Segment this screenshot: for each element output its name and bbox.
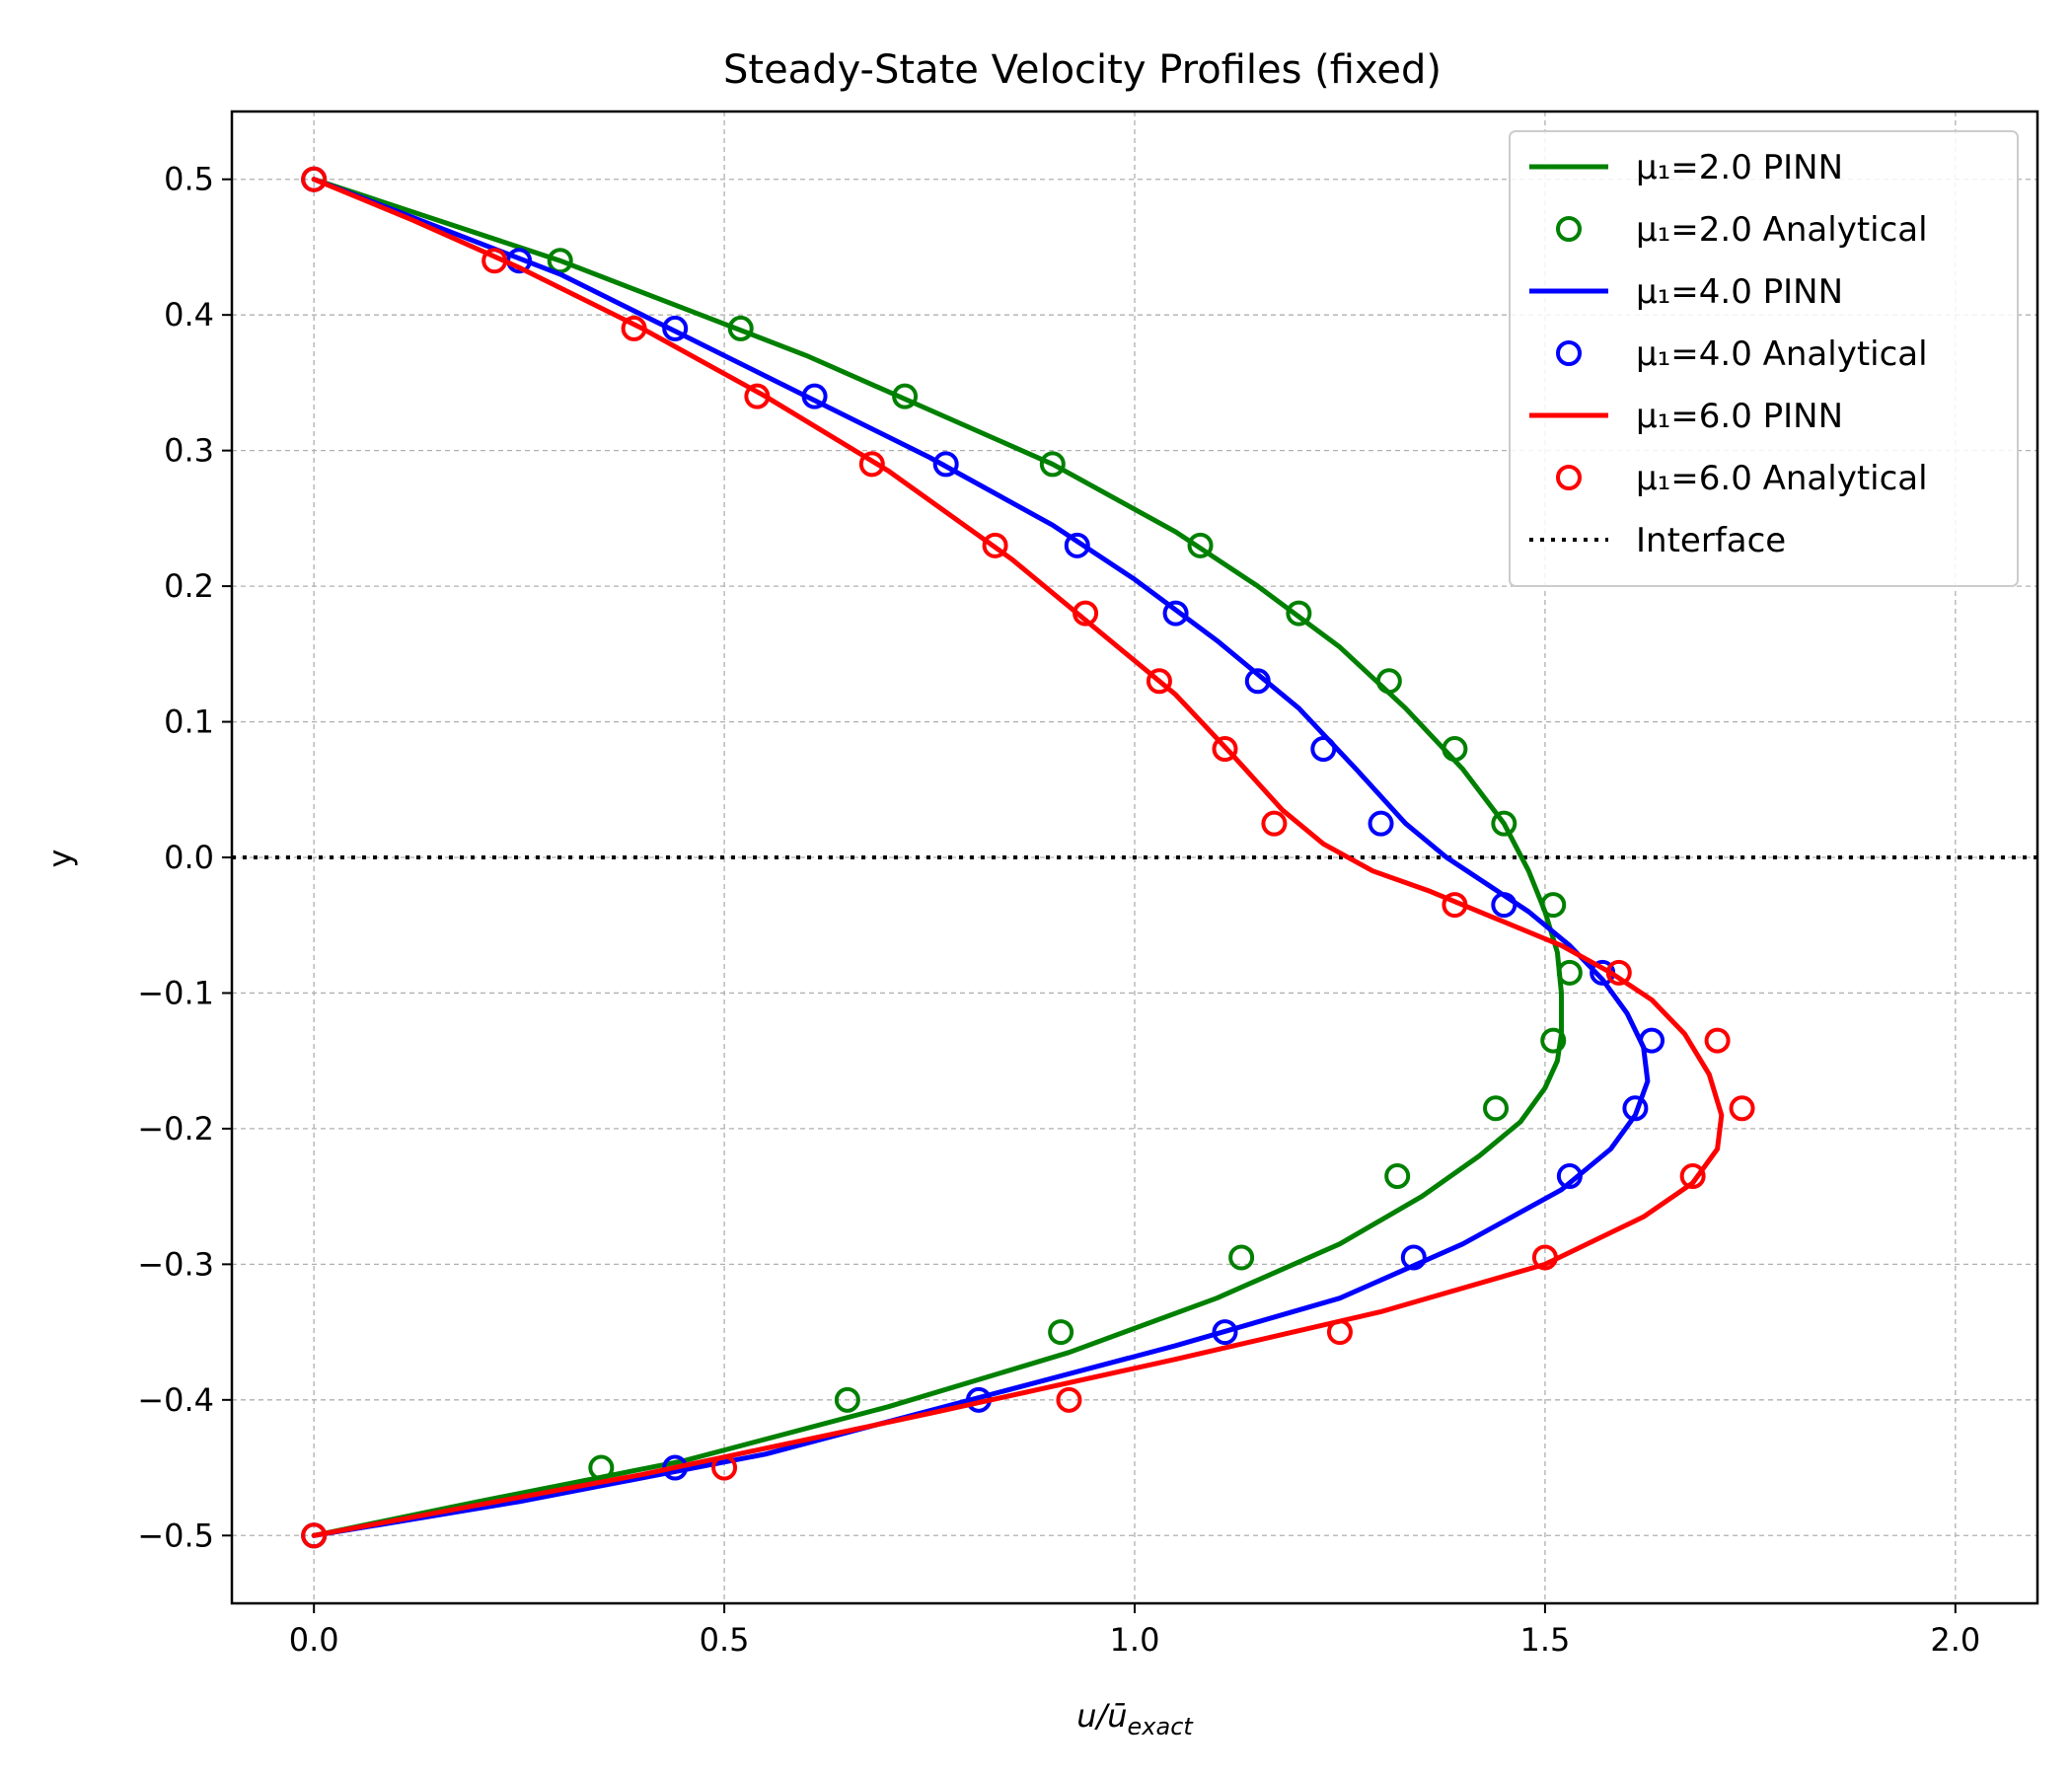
y-tick-label: −0.1 <box>137 974 214 1011</box>
x-axis-label: u/ūexact <box>1076 1697 1194 1740</box>
x-axis-label-subscript: exact <box>1128 1713 1195 1740</box>
data-point-marker <box>301 166 328 192</box>
data-point-marker <box>1556 959 1583 986</box>
data-point-marker <box>801 383 828 409</box>
chart-title: Steady-State Velocity Profiles (fixed) <box>723 47 1442 93</box>
y-tick-label: 0.5 <box>164 161 214 198</box>
data-point-marker <box>621 315 647 341</box>
data-point-marker <box>1622 1095 1649 1122</box>
data-point-marker <box>1368 810 1394 837</box>
y-tick-label: 0.0 <box>164 839 214 876</box>
data-point-marker <box>1442 892 1468 919</box>
data-point-marker <box>1491 810 1517 837</box>
data-point-marker <box>1605 959 1632 986</box>
legend-marker-swatch <box>1556 216 1582 242</box>
y-axis-label: y <box>41 850 79 868</box>
legend-label: Interface <box>1636 521 1786 560</box>
legend-label: μ₁=6.0 PINN <box>1636 397 1843 436</box>
legend-marker-swatch <box>1556 340 1582 366</box>
legend-label: μ₁=4.0 Analytical <box>1636 334 1928 374</box>
legend-box <box>1509 130 2019 587</box>
data-point-marker <box>1146 668 1172 695</box>
data-point-marker <box>932 451 959 478</box>
y-tick-label: −0.2 <box>137 1110 214 1147</box>
data-point-marker <box>1162 600 1189 627</box>
data-point-marker <box>301 1522 328 1549</box>
y-tick-label: 0.3 <box>164 432 214 470</box>
data-point-marker <box>711 1454 738 1481</box>
data-point-marker <box>481 248 508 274</box>
x-tick-label: 0.5 <box>700 1621 750 1659</box>
data-point-marker <box>1483 1095 1509 1122</box>
data-point-marker <box>1531 1244 1558 1271</box>
data-point-marker <box>1375 668 1402 695</box>
data-point-marker <box>1056 1386 1082 1413</box>
data-point-marker <box>1326 1319 1353 1346</box>
data-point-marker <box>834 1386 860 1413</box>
x-axis-label-main: u/ū <box>1076 1697 1127 1735</box>
data-point-marker <box>1704 1027 1731 1054</box>
data-point-marker <box>1212 736 1238 763</box>
data-point-marker <box>1556 1163 1583 1190</box>
data-point-marker <box>1064 532 1090 558</box>
x-axis: 0.0 0.5 1.0 1.5 2.0 <box>289 1603 1980 1659</box>
data-point-marker <box>1187 532 1214 558</box>
data-point-marker <box>662 315 689 341</box>
x-tick-label: 0.0 <box>289 1621 339 1659</box>
data-point-marker <box>1039 451 1066 478</box>
x-tick-label: 2.0 <box>1930 1621 1980 1659</box>
data-point-marker <box>1639 1027 1665 1054</box>
x-tick-label: 1.0 <box>1110 1621 1160 1659</box>
data-point-marker <box>1491 892 1517 919</box>
legend-label: μ₁=6.0 Analytical <box>1636 459 1928 498</box>
legend: μ₁=2.0 PINN μ₁=2.0 Analytical μ₁=4.0 PINN μ… <box>1509 130 2019 587</box>
y-tick-label: 0.4 <box>164 296 214 333</box>
data-point-marker <box>1442 736 1468 763</box>
y-tick-label: 0.2 <box>164 567 214 605</box>
data-point-marker <box>588 1454 615 1481</box>
y-tick-label: −0.5 <box>137 1517 214 1554</box>
series-line <box>311 177 1725 1538</box>
data-point-marker <box>1261 810 1288 837</box>
legend-marker-swatch <box>1556 465 1582 490</box>
x-tick-label: 1.5 <box>1519 1621 1570 1659</box>
legend-label: μ₁=4.0 PINN <box>1636 272 1843 312</box>
y-tick-label: 0.1 <box>164 703 214 741</box>
legend-label: μ₁=2.0 Analytical <box>1636 210 1928 250</box>
legend-label: μ₁=2.0 PINN <box>1636 148 1843 187</box>
data-point-marker <box>1048 1319 1074 1346</box>
data-point-marker <box>744 383 771 409</box>
series-line <box>311 177 1651 1538</box>
data-point-marker <box>1540 1027 1567 1054</box>
data-point-marker <box>1073 600 1099 627</box>
series-group <box>301 166 1755 1549</box>
y-tick-label: −0.3 <box>137 1245 214 1283</box>
y-axis: 0.5 0.4 0.3 0.2 0.1 0.0 −0.1 −0.2 −0.3 −0.4 −0.5 <box>137 161 232 1554</box>
data-point-marker <box>982 532 1008 558</box>
y-tick-label: −0.4 <box>137 1381 214 1419</box>
data-point-marker <box>1310 736 1337 763</box>
data-point-marker <box>1400 1244 1427 1271</box>
data-point-marker <box>1729 1095 1755 1122</box>
data-point-marker <box>1244 668 1271 695</box>
data-point-marker <box>547 248 573 274</box>
data-point-marker <box>858 451 885 478</box>
data-point-marker <box>1228 1244 1255 1271</box>
data-point-marker <box>1679 1163 1706 1190</box>
data-point-marker <box>1212 1319 1238 1346</box>
data-point-marker <box>1286 600 1312 627</box>
data-point-marker <box>1540 892 1567 919</box>
data-point-marker <box>727 315 754 341</box>
data-point-marker <box>892 383 919 409</box>
data-point-marker <box>1384 1163 1411 1190</box>
